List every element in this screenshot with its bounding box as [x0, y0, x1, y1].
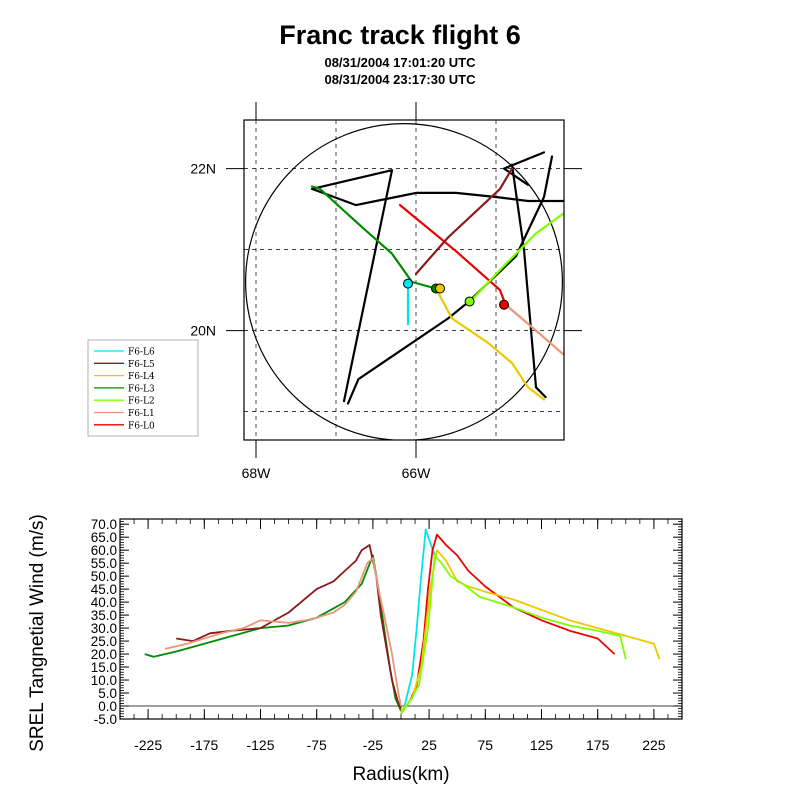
map-lat-label: 22N — [190, 161, 216, 177]
x-tick-label: 175 — [586, 737, 610, 753]
wind-series-line — [400, 549, 661, 712]
map-frame — [243, 119, 565, 441]
flight-track — [310, 185, 438, 290]
map-lon-label: 66W — [402, 465, 432, 481]
y-tick-label: 20.0 — [91, 647, 117, 662]
legend-label: F6-L1 — [128, 409, 155, 419]
track-marker — [499, 299, 509, 310]
map-plot-area — [244, 120, 564, 440]
flight-track — [504, 303, 564, 356]
flight-track — [414, 167, 514, 275]
legend-label: F6-L3 — [128, 384, 155, 394]
flight-track — [470, 212, 564, 301]
y-tick-label: 30.0 — [91, 621, 117, 636]
wind-series-line — [400, 554, 627, 715]
x-tick-label: 125 — [530, 737, 554, 753]
x-tick-label: -225 — [134, 737, 162, 753]
y-tick-label: 5.0 — [98, 686, 117, 701]
y-tick-label: -5.0 — [94, 712, 117, 727]
x-tick-label: -75 — [307, 737, 327, 753]
y-tick-label: 65.0 — [91, 530, 117, 545]
y-tick-label: 10.0 — [91, 673, 117, 688]
y-tick-label: 60.0 — [91, 543, 117, 558]
x-axis-label: Radius(km) — [352, 764, 449, 785]
x-tick-label: -125 — [246, 737, 274, 753]
wind-series-line — [144, 554, 402, 712]
x-tick-label: 25 — [421, 737, 437, 753]
legend-label: F6-L5 — [128, 360, 155, 370]
wind-series-line — [400, 533, 616, 715]
map-legend: F6-L6 F6-L5 F6-L4 F6-L3 F6-L2 F6-L1 F6-L0 — [87, 339, 199, 437]
y-tick-label: 55.0 — [91, 556, 117, 571]
wind-plot-frame — [119, 518, 683, 720]
subtitle-line-2: 08/31/2004 23:17:30 UTC — [324, 72, 476, 87]
y-tick-label: 45.0 — [91, 582, 117, 597]
flight-track — [310, 169, 564, 403]
x-tick-label: 225 — [642, 737, 666, 753]
subtitle-line-1: 08/31/2004 17:01:20 UTC — [324, 55, 476, 70]
page-title: Franc track flight 6 — [279, 20, 521, 50]
track-marker — [435, 283, 445, 294]
legend-label: F6-L0 — [128, 421, 155, 431]
y-tick-label: 70.0 — [91, 517, 117, 532]
flight-track — [434, 287, 546, 401]
x-tick-label: 75 — [478, 737, 494, 753]
track-marker — [403, 278, 413, 289]
wind-series-line — [402, 528, 436, 712]
legend-label: F6-L4 — [128, 372, 155, 382]
y-tick-label: 25.0 — [91, 634, 117, 649]
map-lat-label: 20N — [190, 323, 216, 339]
wind-series-group — [144, 528, 661, 715]
y-tick-label: 40.0 — [91, 595, 117, 610]
flight-track — [398, 204, 507, 306]
y-tick-label: 35.0 — [91, 608, 117, 623]
x-tick-label: -25 — [363, 737, 383, 753]
flight-track — [510, 163, 547, 399]
track-marker — [464, 296, 475, 307]
y-tick-label: 0.0 — [98, 699, 117, 714]
map-lon-label: 68W — [242, 465, 272, 481]
legend-label: F6-L6 — [128, 348, 155, 358]
y-tick-label: 15.0 — [91, 660, 117, 675]
y-axis-label: SREL Tangnetial Wind (m/s) — [27, 514, 48, 752]
x-tick-label: -175 — [190, 737, 218, 753]
y-tick-label: 50.0 — [91, 569, 117, 584]
legend-label: F6-L2 — [128, 397, 155, 407]
wind-series-line — [164, 557, 402, 707]
flight-track — [502, 151, 546, 186]
range-circle — [245, 123, 563, 440]
